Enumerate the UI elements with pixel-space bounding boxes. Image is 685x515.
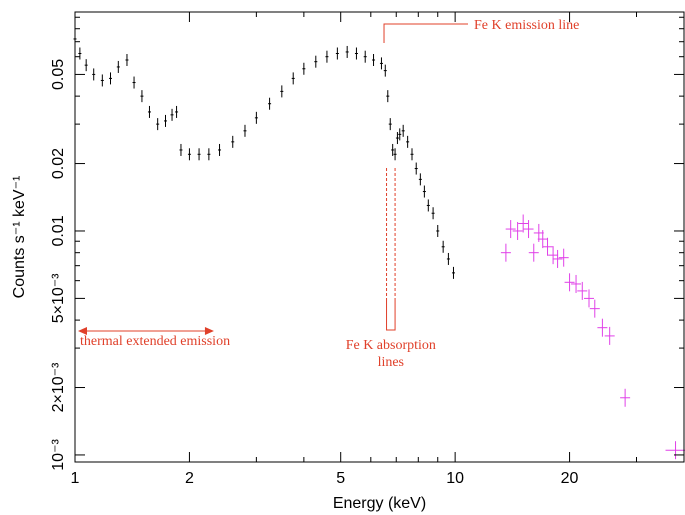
data-point <box>170 108 174 121</box>
data-point <box>125 53 129 66</box>
data-point <box>163 114 167 127</box>
data-point <box>577 281 588 300</box>
data-point <box>140 90 144 103</box>
data-point <box>325 50 329 63</box>
y-tick-label: 0.05 <box>50 59 67 90</box>
data-point <box>620 388 631 407</box>
fe-k-absorption-bracket <box>386 298 396 331</box>
fe-k-absorption-label: Fe K absorption <box>346 338 436 353</box>
data-point <box>665 441 685 460</box>
data-point <box>363 50 367 63</box>
data-point <box>542 237 553 256</box>
data-point <box>518 214 529 233</box>
y-tick-label: 0.01 <box>50 215 67 246</box>
data-point <box>597 318 608 337</box>
data-point <box>398 128 402 141</box>
data-point <box>92 68 96 81</box>
data-point <box>500 243 511 262</box>
data-point <box>383 64 387 77</box>
thermal-label: thermal extended emission <box>80 334 230 349</box>
data-point <box>254 111 258 124</box>
data-point <box>584 289 595 308</box>
data-point <box>391 143 395 156</box>
data-point <box>354 47 358 60</box>
data-point <box>179 143 183 156</box>
data-point <box>197 148 201 161</box>
data-point <box>393 148 397 161</box>
data-point <box>207 148 211 161</box>
data-point <box>388 118 392 131</box>
y-tick-label: 0.02 <box>50 148 67 179</box>
data-point <box>243 124 247 137</box>
data-point <box>109 72 113 85</box>
x-tick-label: 1 <box>71 470 80 487</box>
data-point <box>410 148 414 161</box>
data-point <box>335 47 339 60</box>
data-point <box>231 135 235 148</box>
data-point <box>571 274 582 293</box>
data-point <box>414 162 418 175</box>
data-point <box>302 62 306 75</box>
x-tick-label: 2 <box>185 470 194 487</box>
y-axis-label: Counts s⁻¹ keV⁻¹ <box>11 176 28 299</box>
data-point <box>291 72 295 85</box>
data-point <box>422 185 426 198</box>
data-layer <box>73 32 685 460</box>
data-point <box>451 266 455 279</box>
thermal-arrowhead-right <box>204 327 214 335</box>
data-point <box>604 326 615 345</box>
data-point <box>564 273 575 292</box>
data-point <box>446 252 450 265</box>
data-point <box>156 118 160 131</box>
fe-k-emission-label: Fe K emission line <box>474 18 579 33</box>
data-point <box>280 85 284 98</box>
thermal-arrowhead-left <box>78 327 87 335</box>
x-tick-label: 10 <box>446 470 464 487</box>
data-point <box>116 60 120 73</box>
fe-k-emission-pointer <box>383 23 468 43</box>
data-point <box>558 248 569 267</box>
data-point <box>505 220 516 239</box>
data-point <box>147 105 151 118</box>
x-tick-label: 20 <box>561 470 579 487</box>
data-point <box>512 221 523 240</box>
data-point <box>548 246 559 265</box>
data-point <box>386 90 390 103</box>
data-point <box>426 199 430 212</box>
data-point <box>379 57 383 70</box>
data-point <box>537 230 548 249</box>
axes: 1 2 5 10 20 10⁻³ 2×10⁻³ 5×10⁻³ 0.01 0.02 0.05 <box>50 12 685 487</box>
plot-frame <box>74 11 685 463</box>
data-point <box>218 143 222 156</box>
data-point <box>436 224 440 237</box>
data-point <box>314 55 318 68</box>
fe-k-absorption-label: lines <box>378 355 404 370</box>
data-point <box>395 132 399 145</box>
data-point <box>175 105 179 118</box>
data-point <box>528 243 539 262</box>
data-point <box>345 45 349 58</box>
y-tick-label: 10⁻³ <box>50 438 67 470</box>
y-tick-label: 5×10⁻³ <box>50 273 67 323</box>
data-point <box>431 207 435 220</box>
data-point <box>589 299 600 318</box>
data-point <box>418 173 422 186</box>
data-point <box>268 97 272 110</box>
data-point <box>84 59 88 72</box>
data-point <box>78 47 82 60</box>
data-point <box>187 148 191 161</box>
data-point <box>401 124 405 137</box>
data-point <box>523 220 534 239</box>
data-point <box>552 249 563 268</box>
data-point <box>132 76 136 89</box>
data-point <box>441 240 445 253</box>
data-point <box>406 135 410 148</box>
x-axis-label: Energy (keV) <box>333 495 426 512</box>
x-tick-label: 5 <box>336 470 345 487</box>
y-tick-label: 2×10⁻³ <box>50 362 67 412</box>
data-point <box>372 53 376 66</box>
data-point <box>100 74 104 87</box>
annotations: Fe K emission line Fe K absorption lines th… <box>78 18 579 370</box>
